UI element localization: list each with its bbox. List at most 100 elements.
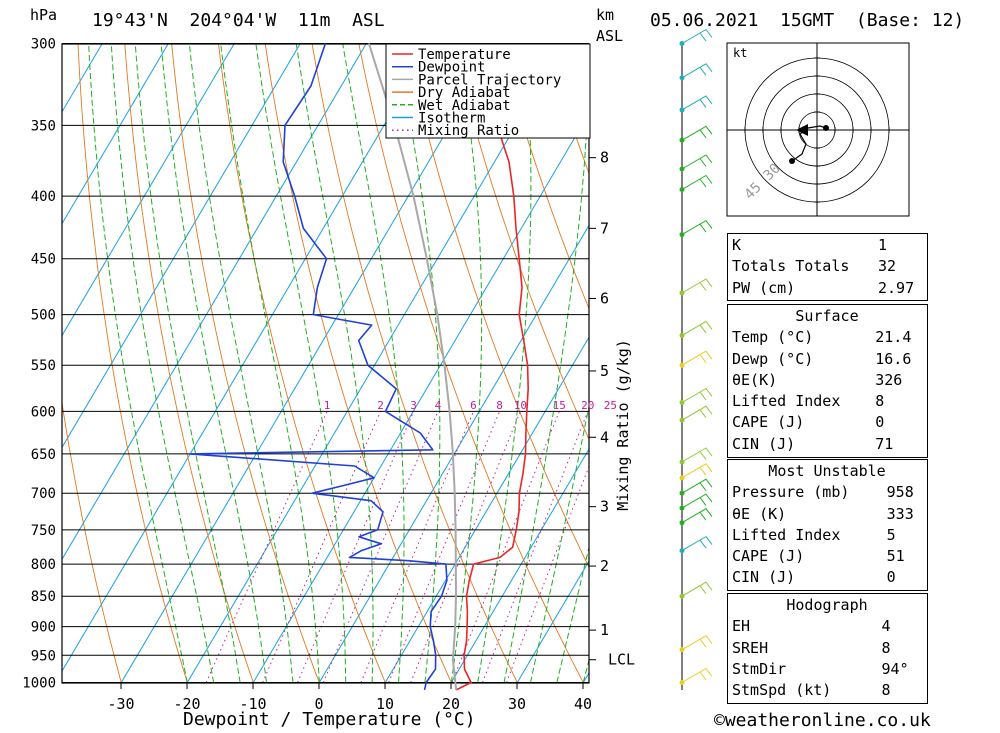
index-label: EH <box>732 617 751 636</box>
indices-general-box <box>727 233 928 301</box>
dry-adiabat-line <box>498 44 589 310</box>
index-row: PW (cm) 2.97 <box>728 278 926 299</box>
asl-label: ASL <box>596 27 624 45</box>
dry-adiabat-line <box>967 44 1000 683</box>
index-value: 958 <box>886 483 914 502</box>
parcel-trajectory-line <box>367 43 458 691</box>
wind-barb <box>681 320 713 336</box>
km-label: km <box>596 6 615 24</box>
index-label: Lifted Index <box>732 525 841 544</box>
index-row: Pressure (mb) 958 <box>728 482 926 503</box>
index-value: 8 <box>875 392 885 411</box>
isotherm-line <box>318 224 589 683</box>
pressure-tick-label: 750 <box>31 523 56 539</box>
pressure-tick-label: 950 <box>31 648 56 664</box>
wind-barb <box>681 28 713 44</box>
x-tick-label: -20 <box>173 695 200 713</box>
mixing-ratio-label: 25 <box>604 399 617 412</box>
index-row: CAPE (J) 51 <box>728 546 926 567</box>
x-tick-label: -30 <box>107 695 134 713</box>
index-row: θE (K) 333 <box>728 504 926 525</box>
pressure-tick-label: 850 <box>31 589 56 605</box>
index-row: SREH 8 <box>728 638 926 659</box>
lcl-label: LCL <box>608 651 635 669</box>
indices-unstable-box <box>727 459 928 591</box>
mixing-ratio-axis-title: Mixing Ratio (g/kg) <box>614 339 632 511</box>
index-value: 21.4 <box>875 328 912 347</box>
dry-adiabat-line <box>171 44 320 683</box>
index-label: Temp (°C) <box>732 328 814 347</box>
index-label: PW (cm) <box>732 278 796 297</box>
index-label: Lifted Index <box>732 392 841 411</box>
mixing-ratio-label: 15 <box>553 399 566 412</box>
pressure-tick-label: 1000 <box>22 676 56 692</box>
mixing-ratio-label: 1 <box>324 399 331 412</box>
x-tick-label: 30 <box>508 695 526 713</box>
index-row: StmDir 94° <box>728 659 926 680</box>
isotherm-line <box>62 44 235 337</box>
dry-adiabat-line <box>451 44 589 441</box>
mixing-ratio-line <box>388 411 501 683</box>
index-row: Dewp (°C) 16.6 <box>728 349 926 370</box>
datetime-title: 05.06.2021 15GMT (Base: 12) <box>650 10 965 31</box>
wet-adiabat-line <box>134 44 241 683</box>
index-row: Totals Totals 32 <box>728 256 926 277</box>
legend-entry-label: Wet Adiabat <box>418 98 511 114</box>
isotherm-line <box>516 559 589 683</box>
wind-barb <box>681 447 713 463</box>
wind-barb-dot <box>679 475 685 481</box>
indices-surface-box <box>727 304 928 458</box>
isotherm-line <box>62 44 169 225</box>
index-row: θE(K) 326 <box>728 370 926 391</box>
height-tick-label: 7 <box>600 219 609 237</box>
pressure-tick-label: 450 <box>31 252 56 268</box>
x-tick-label: 0 <box>314 695 323 713</box>
pressure-tick-label: 500 <box>31 308 56 324</box>
mixing-ratio-label: 10 <box>514 399 527 412</box>
height-tick-label: 8 <box>600 149 609 167</box>
wind-barb <box>681 478 713 494</box>
index-label: Dewp (°C) <box>732 349 814 368</box>
index-label: θE(K) <box>732 370 778 389</box>
wind-barb-dot <box>679 332 685 338</box>
index-label: K <box>732 236 742 254</box>
hodograph-heading: Hodograph <box>786 596 868 614</box>
legend-entry-label: Dewpoint <box>418 60 485 76</box>
dry-adiabat-line <box>264 44 452 683</box>
index-row: EH 4 <box>728 616 926 637</box>
wet-adiabat-line <box>342 44 405 683</box>
wet-adiabat-line <box>220 44 320 683</box>
isotherm-line <box>252 112 589 683</box>
copyright-link[interactable]: ©weatheronline.co.uk <box>714 710 931 731</box>
temperature-line <box>455 43 530 691</box>
x-tick-label: -10 <box>239 695 266 713</box>
legend-entry-label: Temperature <box>418 47 511 63</box>
dry-adiabat-line <box>920 44 1000 683</box>
index-label: CAPE (J) <box>732 413 805 432</box>
wind-barb <box>681 508 713 524</box>
location-title: 19°43'N 204°04'W 11m ASL <box>92 10 385 31</box>
legend-box <box>385 43 591 139</box>
plot-frame <box>61 43 590 684</box>
wet-adiabat-line <box>188 44 294 683</box>
index-value: 2.97 <box>878 278 915 297</box>
index-value: 4 <box>881 617 891 636</box>
wet-adiabat-line <box>160 44 267 683</box>
wind-barbs <box>679 28 713 690</box>
wet-adiabat-line <box>477 44 532 683</box>
wind-barb-dot <box>679 593 685 599</box>
mixing-ratio-line <box>205 411 328 683</box>
pressure-tick-label: 550 <box>31 358 56 374</box>
pressure-tick-label: 300 <box>31 37 56 53</box>
isotherm-line <box>450 448 589 683</box>
dry-adiabat-line <box>311 44 518 683</box>
isotherm-line <box>62 44 433 673</box>
legend-entry-label: Isotherm <box>418 111 485 127</box>
hpa-label: hPa <box>30 6 58 24</box>
mixing-ratio-label: 3 <box>410 399 417 412</box>
wind-barb-dot <box>679 362 685 368</box>
index-value: 0 <box>875 413 885 432</box>
pressure-tick-label: 400 <box>31 189 56 205</box>
index-value: 51 <box>886 547 905 566</box>
